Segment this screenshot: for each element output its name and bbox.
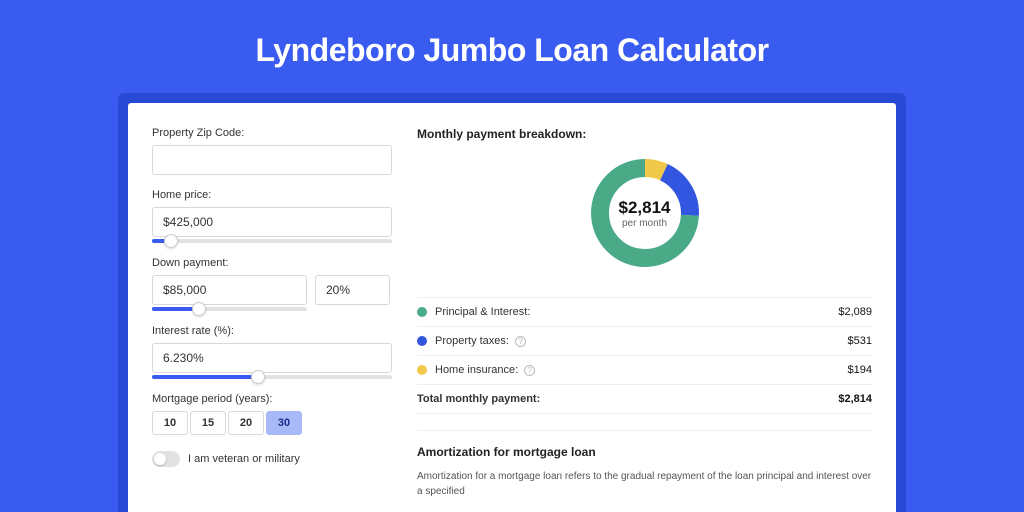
legend-value: $194 bbox=[848, 364, 872, 376]
legend-total-row: Total monthly payment:$2,814 bbox=[417, 385, 872, 414]
legend-dot bbox=[417, 336, 427, 346]
toggle-knob bbox=[154, 453, 166, 465]
down-payment-pct-input[interactable] bbox=[315, 275, 390, 305]
period-option-10[interactable]: 10 bbox=[152, 411, 188, 435]
legend: Principal & Interest:$2,089Property taxe… bbox=[417, 297, 872, 414]
legend-value: $2,089 bbox=[838, 306, 872, 318]
legend-label: Home insurance:? bbox=[435, 364, 848, 376]
down-payment-label: Down payment: bbox=[152, 257, 393, 269]
period-option-15[interactable]: 15 bbox=[190, 411, 226, 435]
interest-label: Interest rate (%): bbox=[152, 325, 393, 337]
legend-label: Property taxes:? bbox=[435, 335, 848, 347]
legend-dot bbox=[417, 307, 427, 317]
home-price-input[interactable] bbox=[152, 207, 392, 237]
zip-label: Property Zip Code: bbox=[152, 127, 393, 139]
slider-thumb[interactable] bbox=[251, 370, 265, 384]
period-option-20[interactable]: 20 bbox=[228, 411, 264, 435]
donut-sub: per month bbox=[622, 218, 667, 229]
total-value: $2,814 bbox=[838, 393, 872, 405]
help-icon[interactable]: ? bbox=[515, 336, 526, 347]
interest-input[interactable] bbox=[152, 343, 392, 373]
legend-row: Property taxes:?$531 bbox=[417, 327, 872, 356]
down-payment-input[interactable] bbox=[152, 275, 307, 305]
period-option-30[interactable]: 30 bbox=[266, 411, 302, 435]
form-column: Property Zip Code: Home price: Down paym… bbox=[128, 103, 393, 512]
field-interest: Interest rate (%): bbox=[152, 325, 393, 379]
amortization-section: Amortization for mortgage loan Amortizat… bbox=[417, 430, 872, 499]
legend-row: Principal & Interest:$2,089 bbox=[417, 298, 872, 327]
veteran-toggle[interactable] bbox=[152, 451, 180, 467]
field-zip: Property Zip Code: bbox=[152, 127, 393, 175]
legend-row: Home insurance:?$194 bbox=[417, 356, 872, 385]
page-title: Lyndeboro Jumbo Loan Calculator bbox=[0, 0, 1024, 93]
zip-input[interactable] bbox=[152, 145, 392, 175]
calculator-frame: Property Zip Code: Home price: Down paym… bbox=[118, 93, 906, 512]
calculator-panel: Property Zip Code: Home price: Down paym… bbox=[128, 103, 896, 512]
legend-value: $531 bbox=[848, 335, 872, 347]
veteran-toggle-row: I am veteran or military bbox=[152, 451, 393, 467]
interest-slider[interactable] bbox=[152, 375, 392, 379]
period-label: Mortgage period (years): bbox=[152, 393, 393, 405]
field-period: Mortgage period (years): 10152030 bbox=[152, 393, 393, 435]
amortization-title: Amortization for mortgage loan bbox=[417, 445, 872, 459]
down-payment-slider[interactable] bbox=[152, 307, 307, 311]
help-icon[interactable]: ? bbox=[524, 365, 535, 376]
total-label: Total monthly payment: bbox=[417, 393, 838, 405]
field-home-price: Home price: bbox=[152, 189, 393, 243]
field-down-payment: Down payment: bbox=[152, 257, 393, 311]
veteran-label: I am veteran or military bbox=[188, 453, 300, 465]
legend-dot bbox=[417, 365, 427, 375]
donut-chart: $2,814 per month bbox=[417, 153, 872, 273]
legend-label: Principal & Interest: bbox=[435, 306, 838, 318]
donut-amount: $2,814 bbox=[619, 198, 671, 218]
home-price-label: Home price: bbox=[152, 189, 393, 201]
slider-thumb[interactable] bbox=[192, 302, 206, 316]
home-price-slider[interactable] bbox=[152, 239, 392, 243]
slider-thumb[interactable] bbox=[164, 234, 178, 248]
breakdown-title: Monthly payment breakdown: bbox=[417, 127, 872, 141]
breakdown-column: Monthly payment breakdown: $2,814 per mo… bbox=[393, 103, 896, 512]
amortization-body: Amortization for a mortgage loan refers … bbox=[417, 469, 872, 499]
